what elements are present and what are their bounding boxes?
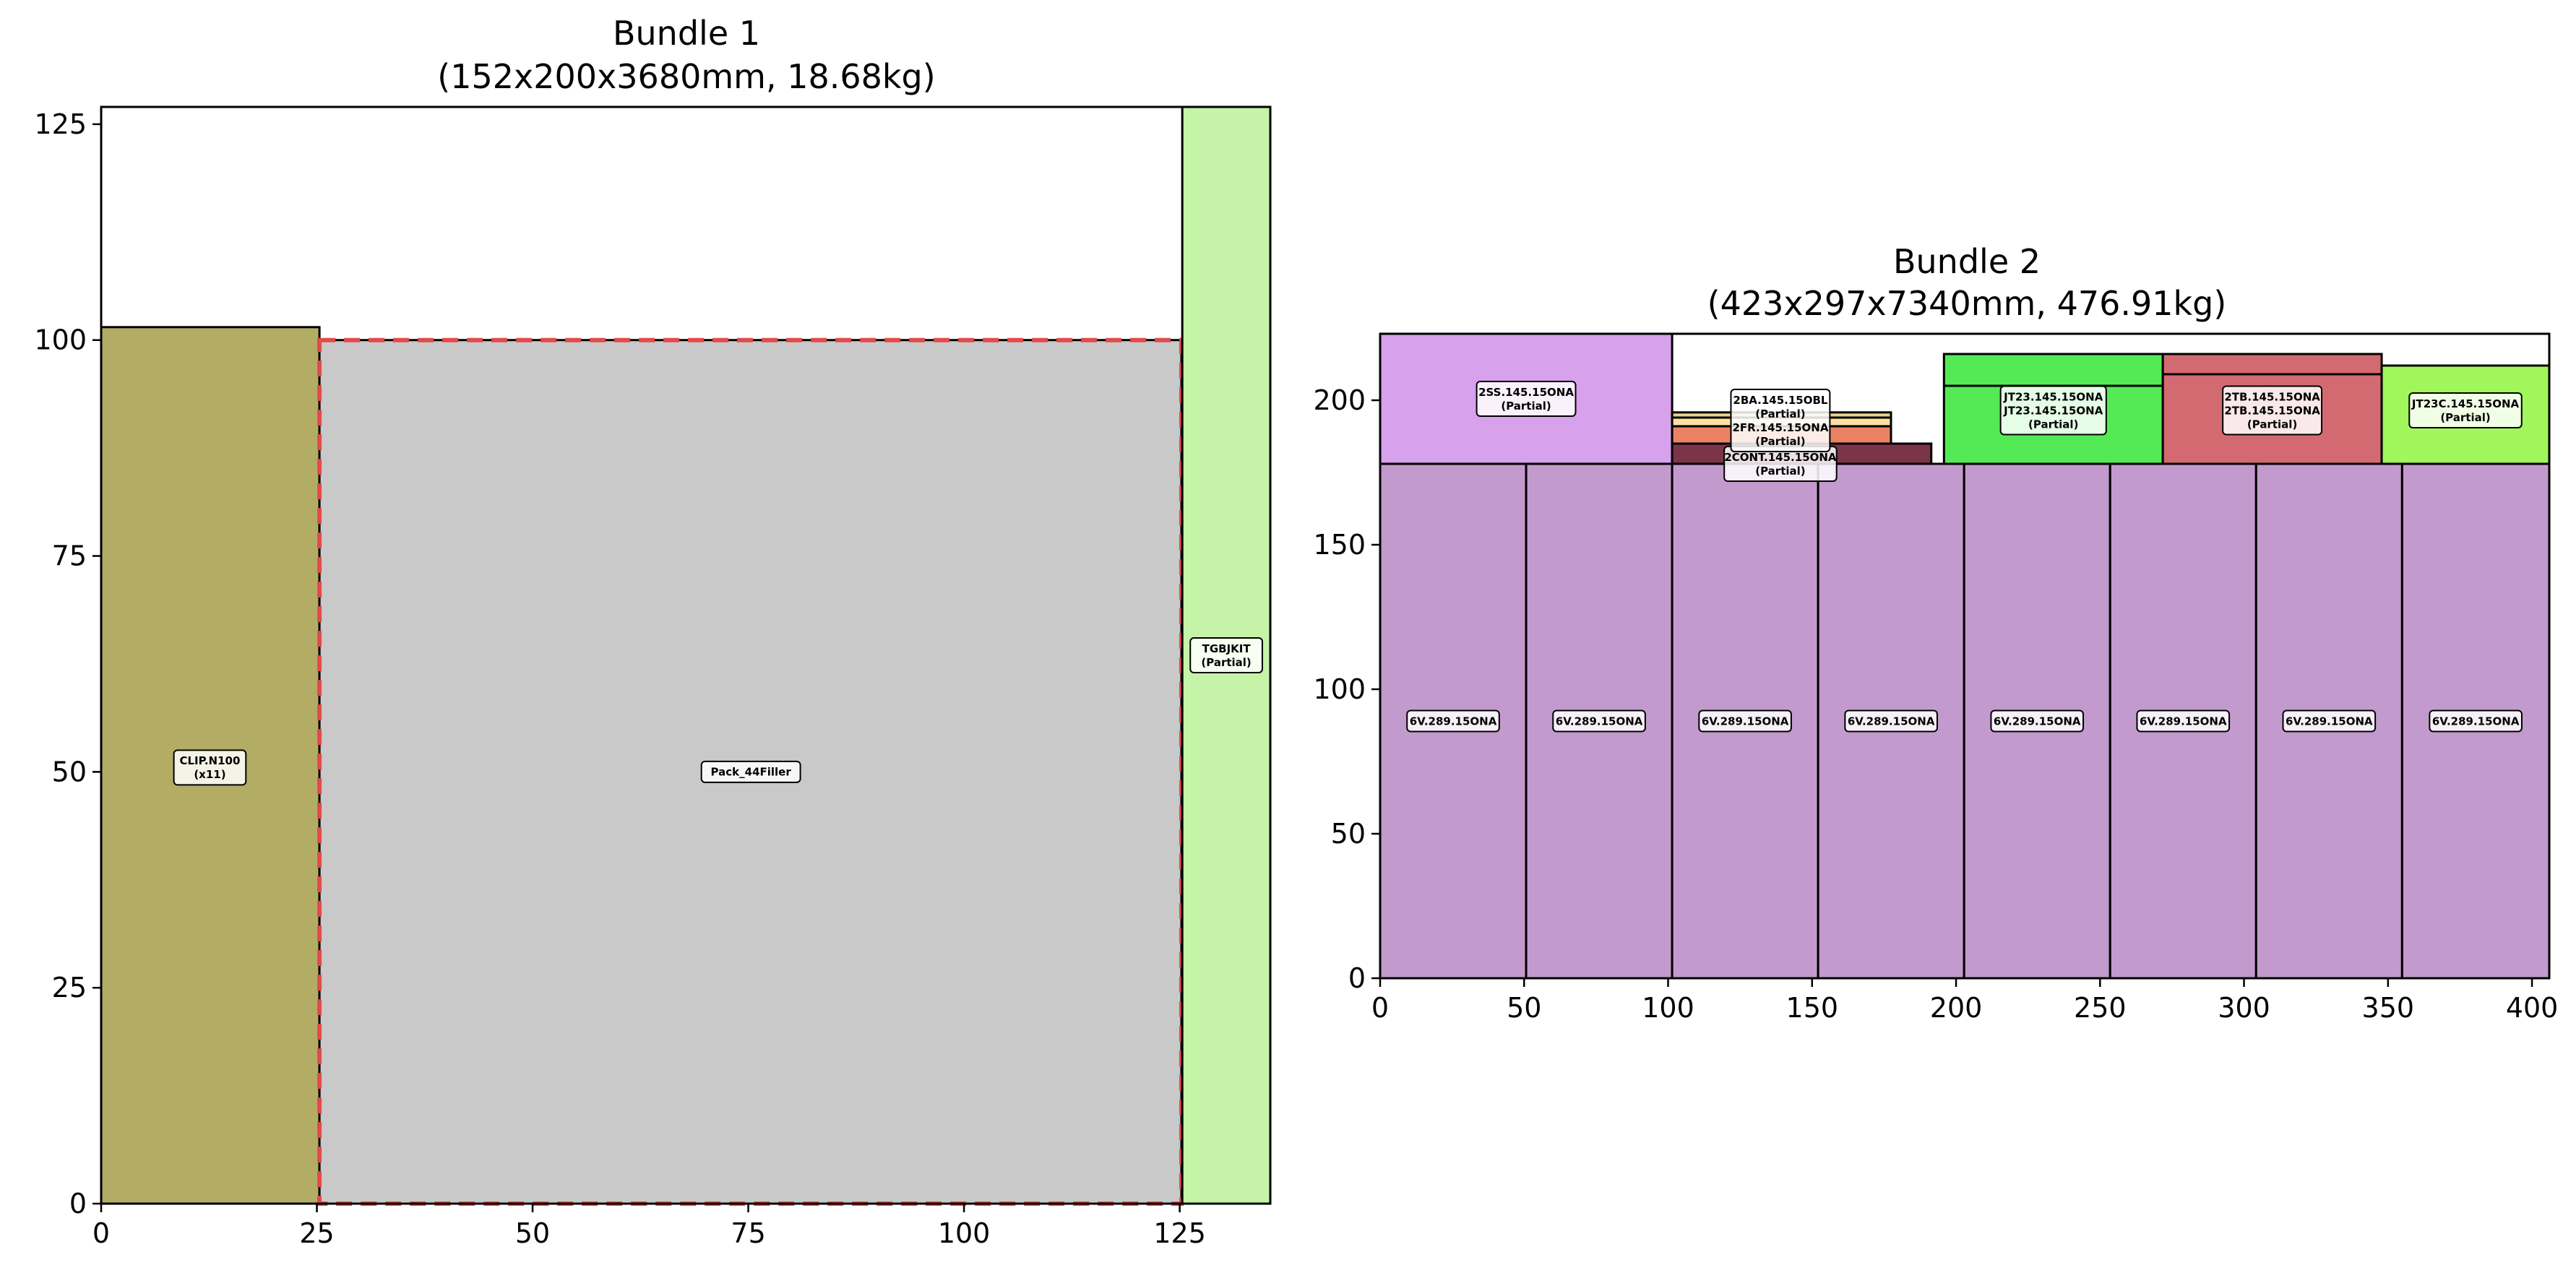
bundle-1-subtitle: (152x200x3680mm, 18.68kg)	[437, 57, 935, 96]
y-tick-label: 75	[52, 540, 87, 572]
item-label: 6V.289.15ONA	[1990, 709, 2085, 733]
x-tick-label: 25	[299, 1217, 334, 1249]
x-tick-label: 250	[2074, 992, 2127, 1024]
x-tick-label: 100	[938, 1217, 991, 1249]
item-label-text: (Partial)	[1201, 656, 1251, 669]
item-label-text: (Partial)	[1755, 407, 1805, 420]
item-label-text: 6V.289.15ONA	[2286, 715, 2373, 728]
item-label: 6V.289.15ONA	[2136, 709, 2231, 733]
item-label-text: 6V.289.15ONA	[1410, 715, 1497, 728]
y-tick-label: 125	[34, 108, 87, 140]
item-label-text: (Partial)	[1501, 400, 1551, 413]
bundle-2-subtitle: (423x297x7340mm, 476.91kg)	[1707, 284, 2227, 323]
y-tick-label: 50	[1331, 818, 1366, 850]
x-tick-label: 300	[2218, 992, 2270, 1024]
item-label: 6V.289.15ONA	[2282, 709, 2377, 733]
x-tick-label: 100	[1642, 992, 1694, 1024]
x-tick-label: 0	[92, 1217, 110, 1249]
item-label: 6V.289.15ONA	[1698, 709, 1792, 733]
item-label: JT23C.145.15ONA(Partial)	[2408, 392, 2523, 428]
item-label: 6V.289.15ONA	[2429, 709, 2523, 733]
item-label-text: 6V.289.15ONA	[2432, 715, 2520, 728]
y-tick-label: 50	[52, 756, 87, 787]
item-label-text: CLIP.N100	[179, 754, 240, 767]
item-label: TGBJKIT(Partial)	[1189, 637, 1263, 673]
item-label-text: TGBJKIT	[1202, 642, 1252, 655]
item-label-text: 2SS.145.15ONA	[1478, 386, 1574, 399]
y-tick-label: 0	[69, 1188, 87, 1220]
item-label-text: 6V.289.15ONA	[1556, 715, 1643, 728]
x-tick-label: 75	[731, 1217, 765, 1249]
y-tick-label: 0	[1348, 962, 1366, 994]
y-tick-label: 200	[1313, 384, 1366, 416]
item-label: 2BA.145.15OBL(Partial)2FR.145.15ONA(Part…	[1730, 389, 1831, 452]
x-tick-label: 0	[1371, 992, 1389, 1024]
axes-frame	[100, 105, 1272, 1205]
item-label: 6V.289.15ONA	[1552, 709, 1646, 733]
item-label: 2SS.145.15ONA(Partial)	[1476, 381, 1577, 417]
item-label: Pack_44Filler	[700, 760, 801, 783]
x-tick-label: 150	[1786, 992, 1839, 1024]
item-label-text: JT23.145.15ONA	[2003, 390, 2103, 403]
item-label-text: 6V.289.15ONA	[1994, 715, 2081, 728]
item-label-text: JT23.145.15ONA	[2003, 404, 2103, 417]
item-label-text: 2FR.145.15ONA	[1732, 421, 1828, 434]
item-label-text: (Partial)	[2440, 411, 2490, 424]
item-label-text: 6V.289.15ONA	[1702, 715, 1789, 728]
x-tick-label: 50	[515, 1217, 550, 1249]
x-tick-label: 50	[1507, 992, 1541, 1024]
x-tick-label: 200	[1930, 992, 1983, 1024]
item-label: 6V.289.15ONA	[1844, 709, 1938, 733]
item-label-text: 6V.289.15ONA	[2140, 715, 2227, 728]
item-label-text: (x11)	[194, 768, 225, 781]
x-tick-label: 400	[2506, 992, 2559, 1024]
y-tick-label: 150	[1313, 529, 1366, 561]
item-label: 6V.289.15ONA	[1406, 709, 1500, 733]
item-label-text: (Partial)	[2247, 418, 2297, 431]
item-label-text: 2CONT.145.15ONA	[1724, 451, 1837, 464]
item-label-text: 2TB.145.15ONA	[2224, 390, 2320, 403]
item-label-text: 6V.289.15ONA	[1848, 715, 1935, 728]
filler-outline	[317, 337, 1184, 1207]
bundle-2-title: Bundle 2	[1893, 242, 2041, 281]
y-tick-label: 25	[52, 972, 87, 1004]
item-label-text: JT23C.145.15ONA	[2411, 397, 2520, 410]
y-tick-label: 100	[34, 324, 87, 356]
item-label-text: (Partial)	[1755, 465, 1805, 478]
item-label-text: (Partial)	[2028, 418, 2078, 431]
x-tick-label: 125	[1153, 1217, 1206, 1249]
axes-frame	[1379, 332, 2551, 980]
item-label-text: (Partial)	[1755, 435, 1805, 448]
item-label-text: 2TB.145.15ONA	[2224, 404, 2320, 417]
item-label-text: Pack_44Filler	[711, 766, 792, 779]
item-label-text: 2BA.145.15OBL	[1733, 394, 1828, 407]
bundle-1-title: Bundle 1	[613, 14, 760, 53]
item-label: CLIP.N100(x11)	[173, 749, 247, 786]
y-tick-label: 100	[1313, 673, 1366, 705]
bundle-1-panel: Bundle 1 (152x200x3680mm, 18.68kg) CLIP.…	[34, 14, 1272, 1249]
bundle-2-panel: Bundle 2 (423x297x7340mm, 476.91kg) 6V.2…	[1313, 242, 2558, 1024]
x-tick-label: 350	[2362, 992, 2415, 1024]
